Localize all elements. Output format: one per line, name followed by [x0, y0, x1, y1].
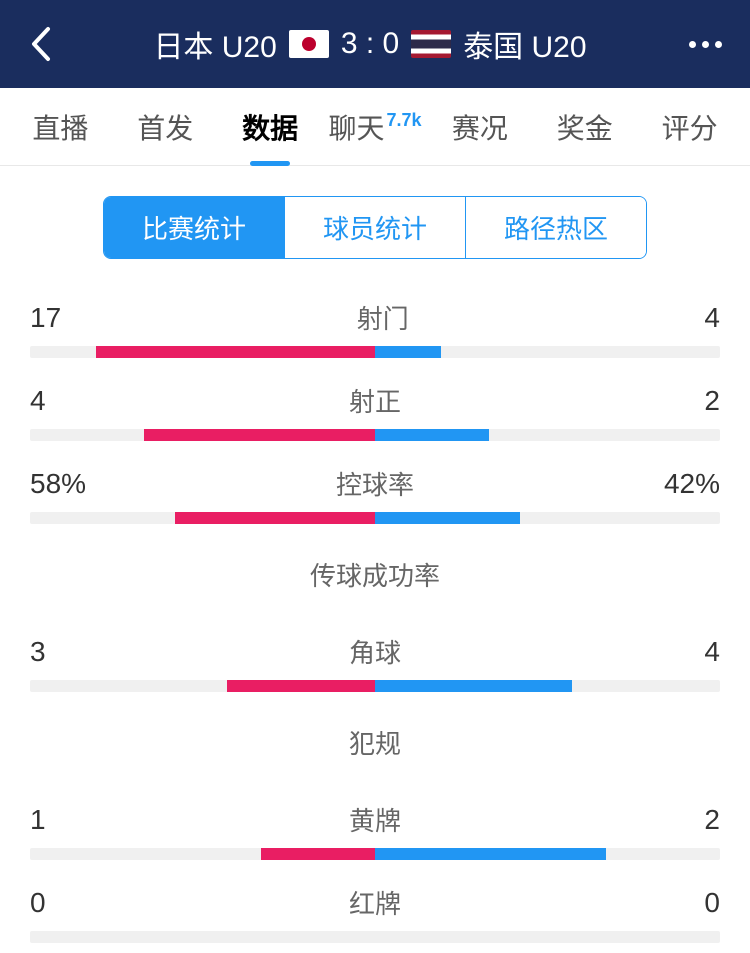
stat-row: 4 射正 2	[30, 366, 720, 449]
stat-bar	[30, 931, 720, 943]
stat-row: 58% 控球率 42%	[30, 449, 720, 532]
stat-header: 0 红牌 0	[30, 884, 720, 921]
stat-label: 红牌	[349, 884, 401, 921]
bar-fill-home	[144, 429, 375, 441]
bar-fill-home	[175, 512, 375, 524]
stat-away-value: 4	[704, 302, 720, 334]
stat-label: 射门	[357, 299, 409, 336]
tab-赛况[interactable]: 赛况	[427, 88, 532, 166]
bar-fill-away	[375, 848, 606, 860]
stat-header: 17 射门 4	[30, 299, 720, 336]
stat-bar	[30, 680, 720, 692]
tab-评分[interactable]: 评分	[637, 88, 742, 166]
bar-fill-away	[375, 429, 489, 441]
stat-bar	[30, 429, 720, 441]
stat-label: 黄牌	[349, 801, 401, 838]
stat-bar	[30, 346, 720, 358]
tab-badge: 7.7k	[386, 110, 421, 131]
stat-row: 1 黄牌 2	[30, 785, 720, 868]
bar-fill-away	[375, 346, 441, 358]
stat-row: 3 角球 4	[30, 617, 720, 700]
home-team-name: 日本 U20	[153, 22, 276, 66]
seg-路径热区[interactable]: 路径热区	[466, 197, 646, 258]
stat-away-value: 2	[704, 385, 720, 417]
tab-首发[interactable]: 首发	[113, 88, 218, 166]
tab-label: 直播	[32, 107, 88, 147]
stat-header: 1 黄牌 2	[30, 801, 720, 838]
stat-away-value: 0	[704, 887, 720, 919]
stat-away-value: 42%	[664, 468, 720, 500]
main-tabs: 直播 首发 数据聊天7.7k 赛况 奖金 评分	[0, 88, 750, 166]
tab-label: 数据	[242, 107, 298, 147]
stat-label-only: 传球成功率	[30, 532, 720, 617]
stat-bar	[30, 512, 720, 524]
bar-fill-home	[96, 346, 375, 358]
app-header: 日本 U20 3 : 0 泰国 U20	[0, 0, 750, 88]
stat-away-value: 2	[704, 804, 720, 836]
stat-bar	[30, 848, 720, 860]
stat-header: 58% 控球率 42%	[30, 465, 720, 502]
stat-label-only: 犯规	[30, 700, 720, 785]
segment-control: 比赛统计球员统计路径热区	[103, 196, 647, 259]
stat-home-value: 1	[30, 804, 46, 836]
tab-奖金[interactable]: 奖金	[532, 88, 637, 166]
seg-球员统计[interactable]: 球员统计	[285, 197, 466, 258]
stat-label: 控球率	[336, 465, 414, 502]
tab-label: 聊天	[328, 107, 384, 147]
tab-label: 奖金	[557, 107, 613, 147]
stat-header: 4 射正 2	[30, 382, 720, 419]
stat-label: 射正	[349, 382, 401, 419]
stat-label: 角球	[349, 633, 401, 670]
tab-label: 首发	[137, 107, 193, 147]
sub-tabs-container: 比赛统计球员统计路径热区	[0, 166, 750, 283]
away-team-name: 泰国 U20	[463, 22, 586, 66]
stats-list: 17 射门 4 4 射正 2 58% 控球率 42% 传球成功率 3 角球 4 犯规 1 黄牌 2 0 红牌 0	[0, 283, 750, 951]
bar-fill-away	[375, 680, 572, 692]
bar-fill-home	[227, 680, 375, 692]
stat-away-value: 4	[704, 636, 720, 668]
stat-row: 0 红牌 0	[30, 868, 720, 951]
tab-直播[interactable]: 直播	[8, 88, 113, 166]
japan-flag-icon	[289, 30, 329, 58]
bar-fill-home	[261, 848, 375, 860]
stat-home-value: 0	[30, 887, 46, 919]
seg-比赛统计[interactable]: 比赛统计	[104, 197, 285, 258]
match-score-title: 日本 U20 3 : 0 泰国 U20	[60, 22, 680, 66]
more-button[interactable]	[680, 41, 730, 48]
stat-home-value: 58%	[30, 468, 86, 500]
tab-label: 赛况	[452, 107, 508, 147]
tab-数据[interactable]: 数据	[218, 88, 323, 166]
stat-home-value: 17	[30, 302, 61, 334]
thailand-flag-icon	[411, 30, 451, 58]
tab-聊天[interactable]: 聊天7.7k	[323, 88, 428, 166]
stat-home-value: 3	[30, 636, 46, 668]
tab-label: 评分	[662, 107, 718, 147]
chevron-left-icon	[29, 26, 51, 62]
stat-home-value: 4	[30, 385, 46, 417]
stat-header: 3 角球 4	[30, 633, 720, 670]
score-text: 3 : 0	[341, 27, 399, 61]
back-button[interactable]	[20, 24, 60, 64]
stat-row: 17 射门 4	[30, 283, 720, 366]
bar-fill-away	[375, 512, 520, 524]
